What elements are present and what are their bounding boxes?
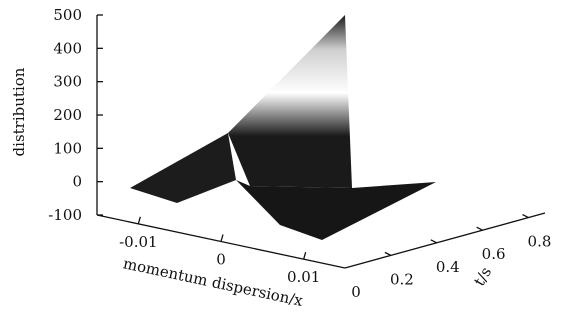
z-tick-label: 0 — [72, 173, 82, 191]
y-tick-label: 0.4 — [436, 258, 460, 276]
z-axis-ticks: 500 400 300 200 100 0 -100 — [48, 6, 103, 224]
y-tick-mark — [522, 213, 529, 219]
x-tick-label: -0.01 — [119, 233, 157, 251]
x-tick-mark — [137, 216, 141, 225]
y-tick-mark — [476, 226, 483, 231]
y-axis-title: t/s — [470, 264, 495, 289]
z-tick-label: 400 — [53, 39, 82, 57]
x-tick-label: 0.01 — [287, 268, 320, 286]
y-tick-label: 0.6 — [482, 245, 506, 263]
surface-right-plateau — [236, 180, 436, 240]
z-tick-label: 100 — [53, 139, 82, 157]
surface-ridge — [228, 15, 352, 188]
y-tick-mark — [430, 239, 438, 244]
z-axis-title: distribution — [10, 67, 28, 156]
x-tick-mark — [303, 251, 307, 260]
x-tick-mark — [220, 234, 224, 242]
y-tick-label: 0 — [351, 283, 361, 301]
x-axis-ticks: -0.01 0 0.01 — [119, 216, 320, 286]
y-tick-label: 0.8 — [528, 233, 552, 251]
y-axis-line — [344, 212, 546, 269]
y-axis-ticks: 0 0.2 0.4 0.6 0.8 — [351, 213, 552, 301]
surface-plot — [130, 15, 436, 240]
x-tick-label: 0 — [216, 251, 226, 269]
x-axis-title: momentum dispersion/x — [122, 254, 305, 310]
y-tick-label: 0.2 — [390, 270, 414, 288]
z-tick-label: 200 — [53, 106, 82, 124]
surface-left-plateau — [130, 133, 236, 203]
z-tick-label: 300 — [53, 73, 82, 91]
y-tick-mark — [384, 251, 392, 256]
z-tick-label: -100 — [48, 206, 82, 224]
z-tick-label: 500 — [53, 6, 82, 24]
